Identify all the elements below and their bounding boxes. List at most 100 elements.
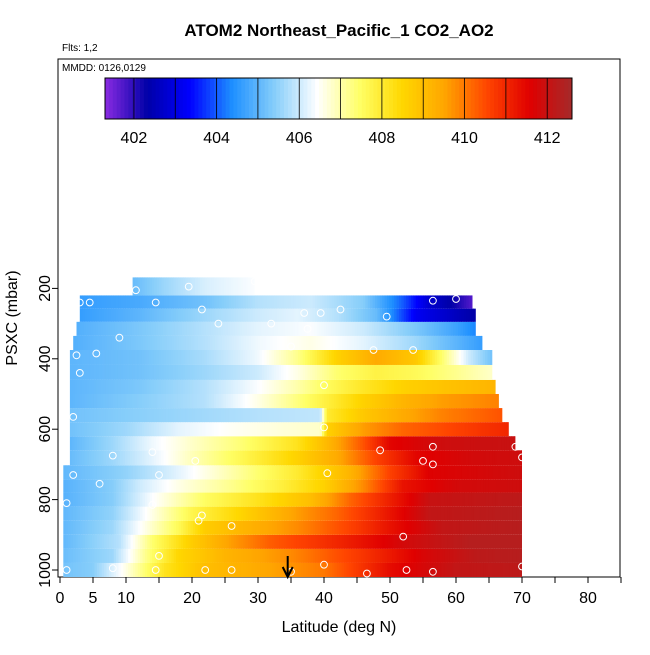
colorbar-swatch — [506, 78, 510, 119]
colorbar-swatch — [533, 78, 537, 119]
heatmap-row — [70, 394, 499, 408]
colorbar-swatch — [210, 78, 214, 119]
heatmap-row — [80, 309, 476, 322]
colorbar-swatch — [471, 78, 475, 119]
colorbar-swatch — [424, 78, 428, 119]
colorbar-swatch — [393, 78, 397, 119]
colorbar-swatch — [490, 78, 494, 119]
colorbar-swatch — [335, 78, 339, 119]
colorbar-swatch — [121, 78, 125, 119]
colorbar-swatch — [362, 78, 366, 119]
colorbar-swatch — [284, 78, 288, 119]
colorbar-swatch — [303, 78, 307, 119]
heatmap-row — [63, 535, 522, 549]
colorbar-swatch — [479, 78, 483, 119]
colorbar-swatch — [300, 78, 304, 119]
colorbar-swatch — [167, 78, 171, 119]
heatmap-cell — [495, 380, 496, 394]
colorbar-swatch — [319, 78, 323, 119]
colorbar-swatch — [416, 78, 420, 119]
heatmap-row — [63, 465, 522, 479]
heatmap-cell — [519, 507, 522, 521]
heatmap-cell — [519, 465, 522, 479]
x-tick-label: 0 — [56, 590, 65, 607]
colorbar-swatch — [529, 78, 533, 119]
heatmap-row — [70, 450, 522, 465]
colorbar-swatch — [327, 78, 331, 119]
colorbar-swatch — [109, 78, 113, 119]
colorbar-swatch — [447, 78, 451, 119]
colorbar-swatch — [428, 78, 432, 119]
colorbar-swatch — [191, 78, 195, 119]
colorbar-swatch — [331, 78, 335, 119]
colorbar-swatch — [440, 78, 444, 119]
colorbar-swatch — [124, 78, 128, 119]
heatmap-cell — [519, 549, 522, 563]
colorbar-swatch — [389, 78, 393, 119]
heatmap-row — [63, 479, 522, 492]
colorbar-swatch — [494, 78, 498, 119]
colorbar-tick-label: 410 — [451, 130, 478, 147]
colorbar-swatch — [482, 78, 486, 119]
colorbar-swatch — [510, 78, 514, 119]
x-tick-label: 50 — [381, 590, 399, 607]
colorbar-swatch — [136, 78, 140, 119]
colorbar-swatch — [117, 78, 121, 119]
heatmap-row — [73, 336, 482, 350]
x-tick-label: 20 — [183, 590, 201, 607]
x-tick-label: 70 — [513, 590, 531, 607]
colorbar-swatch — [245, 78, 249, 119]
colorbar-swatch — [268, 78, 272, 119]
heatmap-row — [70, 365, 492, 380]
colorbar-swatch — [350, 78, 354, 119]
colorbar-swatch — [521, 78, 525, 119]
colorbar-swatch — [525, 78, 529, 119]
colorbar-swatch — [233, 78, 237, 119]
colorbar-swatch — [409, 78, 413, 119]
colorbar-swatch — [257, 78, 261, 119]
heatmap-cell — [519, 535, 522, 549]
colorbar-swatch — [323, 78, 327, 119]
x-tick-label: 40 — [315, 590, 333, 607]
colorbar-swatch — [354, 78, 358, 119]
colorbar-swatch — [175, 78, 179, 119]
colorbar-tick-label: 402 — [121, 130, 148, 147]
heatmap-cell — [519, 479, 522, 492]
heatmap-row — [70, 422, 509, 436]
colorbar-swatch — [401, 78, 405, 119]
colorbar-swatch — [311, 78, 315, 119]
colorbar-swatch — [241, 78, 245, 119]
heatmap-row — [70, 436, 516, 450]
colorbar-swatch — [132, 78, 136, 119]
x-tick-label: 5 — [89, 590, 98, 607]
colorbar-swatch — [198, 78, 202, 119]
colorbar-swatch — [455, 78, 459, 119]
heatmap-cell — [253, 277, 255, 295]
y-tick-label: 600 — [37, 416, 54, 443]
colorbar-swatch — [144, 78, 148, 119]
colorbar-swatch — [253, 78, 257, 119]
colorbar-swatch — [556, 78, 560, 119]
heatmap-cell — [500, 408, 503, 422]
colorbar-swatch — [249, 78, 253, 119]
colorbar-swatch — [183, 78, 187, 119]
colorbar-swatch — [148, 78, 152, 119]
heatmap-row — [70, 408, 502, 422]
y-tick-label: 200 — [37, 275, 54, 302]
heatmap-cell — [521, 450, 522, 465]
colorbar-swatch — [370, 78, 374, 119]
x-tick-label: 30 — [249, 590, 267, 607]
heatmap-cell — [507, 422, 509, 436]
heatmap-row — [70, 380, 496, 394]
colorbar-swatch — [206, 78, 210, 119]
colorbar-swatch — [113, 78, 117, 119]
colorbar-swatch — [226, 78, 230, 119]
mmdd-label: MMDD: 0126,0129 — [62, 63, 146, 74]
colorbar-swatch — [467, 78, 471, 119]
heatmap-row — [80, 295, 473, 308]
colorbar-swatch — [280, 78, 284, 119]
y-tick-label: 1000 — [37, 552, 54, 588]
